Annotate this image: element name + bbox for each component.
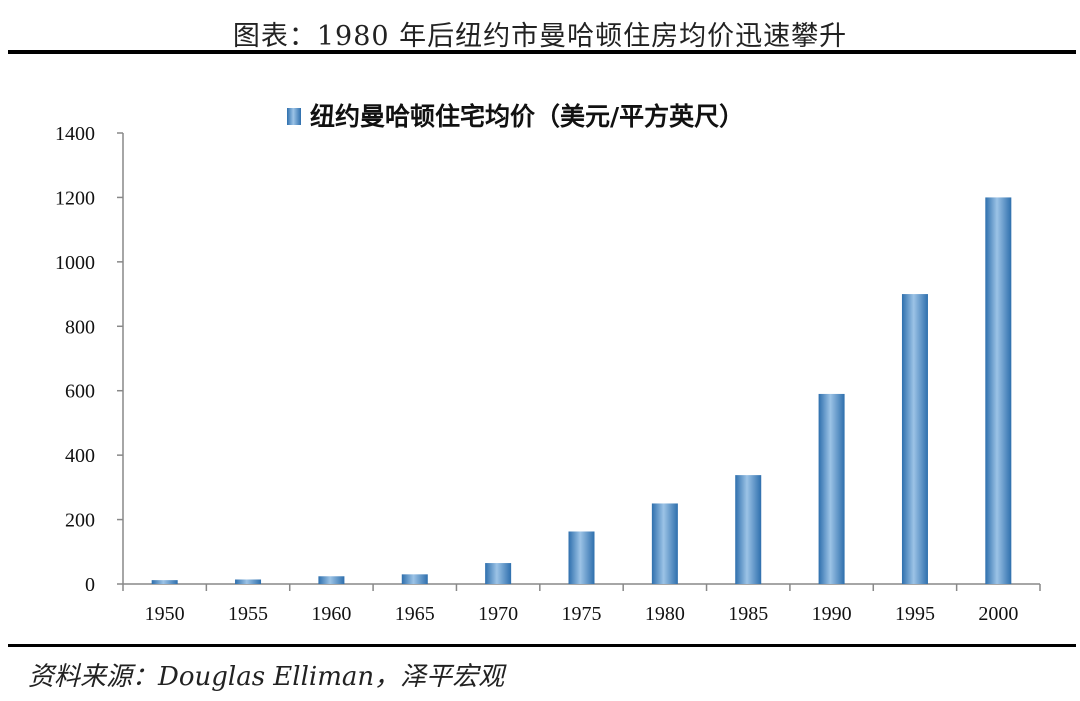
top-rule	[8, 50, 1076, 54]
y-tick-label: 600	[65, 381, 95, 403]
legend: 纽约曼哈顿住宅均价（美元/平方英尺）	[287, 102, 744, 131]
source-note: 资料来源：Douglas Elliman，泽平宏观	[28, 662, 505, 692]
bar	[818, 393, 845, 584]
y-tick-label: 0	[85, 574, 95, 596]
figure-title: 图表：1980 年后纽约市曼哈顿住房均价迅速攀升	[232, 21, 848, 52]
y-tick-label: 1400	[55, 123, 95, 145]
x-tick-label: 1975	[562, 603, 602, 625]
x-tick-label: 1950	[145, 603, 185, 625]
y-tick-label: 800	[65, 316, 95, 338]
bar	[568, 531, 595, 584]
x-tick-label: 1970	[478, 603, 518, 625]
y-tick-label: 1000	[55, 252, 95, 274]
bar	[985, 197, 1012, 584]
x-tick-label: 1995	[895, 603, 935, 625]
y-tick-label: 200	[65, 510, 95, 532]
x-tick-label: 1990	[812, 603, 852, 625]
x-tick-label: 1980	[645, 603, 685, 625]
legend-label: 纽约曼哈顿住宅均价（美元/平方英尺）	[310, 102, 744, 131]
x-tick-label: 1955	[228, 603, 268, 625]
y-axis: 0 200 400 600 800 1000 1200 1400	[55, 123, 124, 596]
bar	[901, 294, 928, 584]
bar	[151, 580, 178, 584]
bottom-rule	[8, 644, 1076, 647]
x-tick-label: 1985	[728, 603, 768, 625]
bar	[401, 574, 428, 584]
legend-swatch	[287, 108, 301, 125]
bar	[651, 503, 678, 584]
x-tick-label: 2000	[978, 603, 1018, 625]
y-tick-label: 400	[65, 445, 95, 467]
x-tick-label: 1965	[395, 603, 435, 625]
bar	[485, 563, 512, 584]
bar	[235, 579, 262, 584]
y-tick-label: 1200	[55, 187, 95, 209]
x-tick-label: 1960	[311, 603, 351, 625]
bar	[318, 576, 345, 584]
bars	[151, 197, 1012, 584]
bar	[735, 475, 762, 584]
x-axis: 1950 1955 1960 1965 1970 1975 1980 1985 1990 1995…	[122, 583, 1041, 625]
